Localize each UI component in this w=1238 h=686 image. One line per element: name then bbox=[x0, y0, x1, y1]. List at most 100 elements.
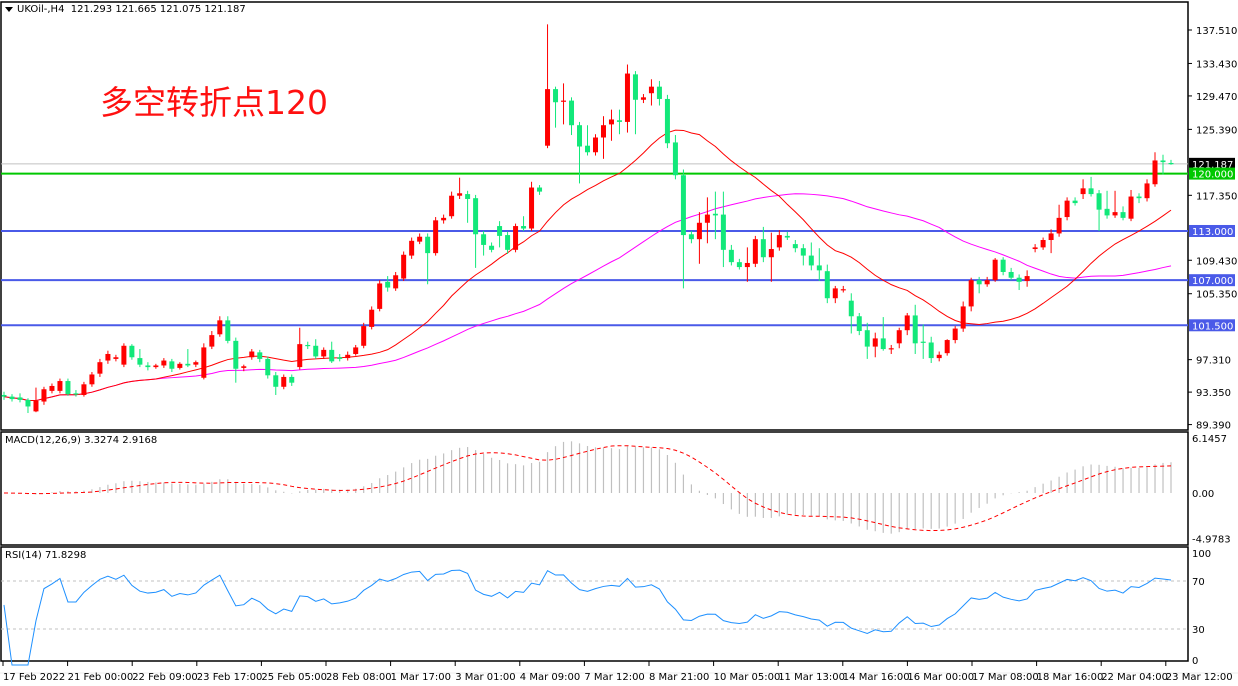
candle bbox=[41, 386, 47, 405]
candle bbox=[545, 24, 551, 149]
candle-body bbox=[225, 320, 231, 341]
candle bbox=[313, 339, 319, 359]
dropdown-triangle-icon[interactable] bbox=[5, 6, 13, 12]
candle bbox=[161, 358, 167, 368]
candle bbox=[553, 86, 559, 128]
candle-body bbox=[640, 97, 646, 100]
candle-body bbox=[353, 347, 359, 354]
candle bbox=[640, 94, 646, 104]
macd-title: MACD(12,26,9) 3.3274 2.9168 bbox=[5, 435, 158, 446]
level-tag-bg bbox=[1189, 224, 1235, 237]
candle-body bbox=[145, 365, 151, 368]
candle-body bbox=[361, 326, 367, 346]
candle-body bbox=[481, 234, 487, 245]
chart-header: UKOil-,H4 121.293 121.665 121.075 121.18… bbox=[5, 4, 246, 15]
candle-body bbox=[577, 125, 583, 147]
candle bbox=[497, 221, 503, 248]
candle bbox=[9, 394, 15, 402]
candle bbox=[1072, 197, 1078, 206]
time-tick-label: 7 Mar 12:00 bbox=[584, 672, 644, 683]
symbol-label: UKOil-,H4 bbox=[17, 4, 65, 15]
candle bbox=[1048, 229, 1054, 254]
time-tick-label: 8 Mar 21:00 bbox=[649, 672, 709, 683]
candle-body bbox=[257, 352, 263, 359]
candle bbox=[569, 97, 575, 136]
macd-tick-label: -4.9783 bbox=[1192, 535, 1231, 546]
candle-body bbox=[808, 255, 814, 266]
price-tick-label: 129.470 bbox=[1196, 92, 1237, 103]
level-tag-label: 113.000 bbox=[1192, 227, 1233, 238]
candle-body bbox=[984, 280, 990, 285]
macd-pane-frame bbox=[0, 431, 1189, 546]
candle-body bbox=[824, 271, 830, 299]
candle-body bbox=[928, 342, 934, 359]
candle-body bbox=[433, 220, 439, 254]
candle bbox=[720, 191, 726, 268]
candle bbox=[736, 258, 742, 270]
candle-body bbox=[1112, 212, 1118, 216]
candle bbox=[297, 327, 303, 370]
candle-body bbox=[896, 330, 902, 344]
candle-body bbox=[1040, 240, 1046, 248]
candle-body bbox=[736, 262, 742, 268]
price-tick-label: 117.350 bbox=[1196, 191, 1237, 202]
candle-body bbox=[233, 340, 239, 369]
candle bbox=[840, 285, 846, 293]
rsi-tick-label: 30 bbox=[1192, 625, 1205, 636]
candle-body bbox=[57, 381, 63, 391]
candle-body bbox=[169, 361, 175, 369]
candle bbox=[808, 242, 814, 271]
candle-body bbox=[864, 330, 870, 347]
candle bbox=[624, 64, 630, 133]
candle-body bbox=[121, 345, 127, 365]
candle bbox=[185, 349, 191, 368]
candle-body bbox=[385, 281, 391, 288]
candle bbox=[289, 374, 295, 386]
candle bbox=[353, 344, 359, 356]
candle bbox=[1120, 206, 1126, 221]
candle-body bbox=[616, 120, 622, 122]
candle-body bbox=[185, 363, 191, 366]
candle bbox=[153, 363, 159, 369]
candle-body bbox=[624, 73, 630, 122]
candle-body bbox=[457, 193, 463, 196]
candle bbox=[577, 121, 583, 184]
level-tag-bg bbox=[1189, 157, 1235, 170]
candle-body bbox=[656, 86, 662, 99]
candle-body bbox=[1072, 200, 1078, 204]
candle-body bbox=[41, 389, 47, 402]
candle bbox=[904, 312, 910, 336]
candle bbox=[369, 306, 375, 330]
candle bbox=[784, 231, 790, 241]
candle-body bbox=[744, 262, 750, 268]
candle-body bbox=[521, 226, 527, 229]
candle-body bbox=[904, 315, 910, 331]
candle-body bbox=[9, 396, 15, 400]
candle bbox=[417, 233, 423, 245]
candle-body bbox=[792, 244, 798, 249]
candle bbox=[521, 216, 527, 231]
candle bbox=[1088, 176, 1094, 197]
candle bbox=[880, 317, 886, 351]
candle-body bbox=[441, 217, 447, 221]
candle bbox=[664, 94, 670, 149]
rsi-line bbox=[3, 569, 1172, 666]
time-tick-label: 4 Mar 09:00 bbox=[520, 672, 580, 683]
candle bbox=[792, 240, 798, 253]
candle-body bbox=[249, 351, 255, 358]
candle-body bbox=[297, 344, 303, 368]
candle-body bbox=[976, 280, 982, 285]
time-tick-label: 1 Mar 17:00 bbox=[391, 672, 451, 683]
candle-body bbox=[105, 353, 111, 361]
candle-body bbox=[680, 175, 686, 236]
candle bbox=[616, 109, 622, 135]
rsi-tick-label: 100 bbox=[1192, 549, 1211, 560]
candle bbox=[449, 191, 455, 219]
candle-body bbox=[161, 360, 167, 366]
candle-body bbox=[944, 340, 950, 354]
candle bbox=[33, 387, 39, 413]
candle bbox=[17, 393, 23, 403]
annotation-text: 多空转折点120 bbox=[100, 83, 328, 122]
candle-body bbox=[672, 142, 678, 176]
